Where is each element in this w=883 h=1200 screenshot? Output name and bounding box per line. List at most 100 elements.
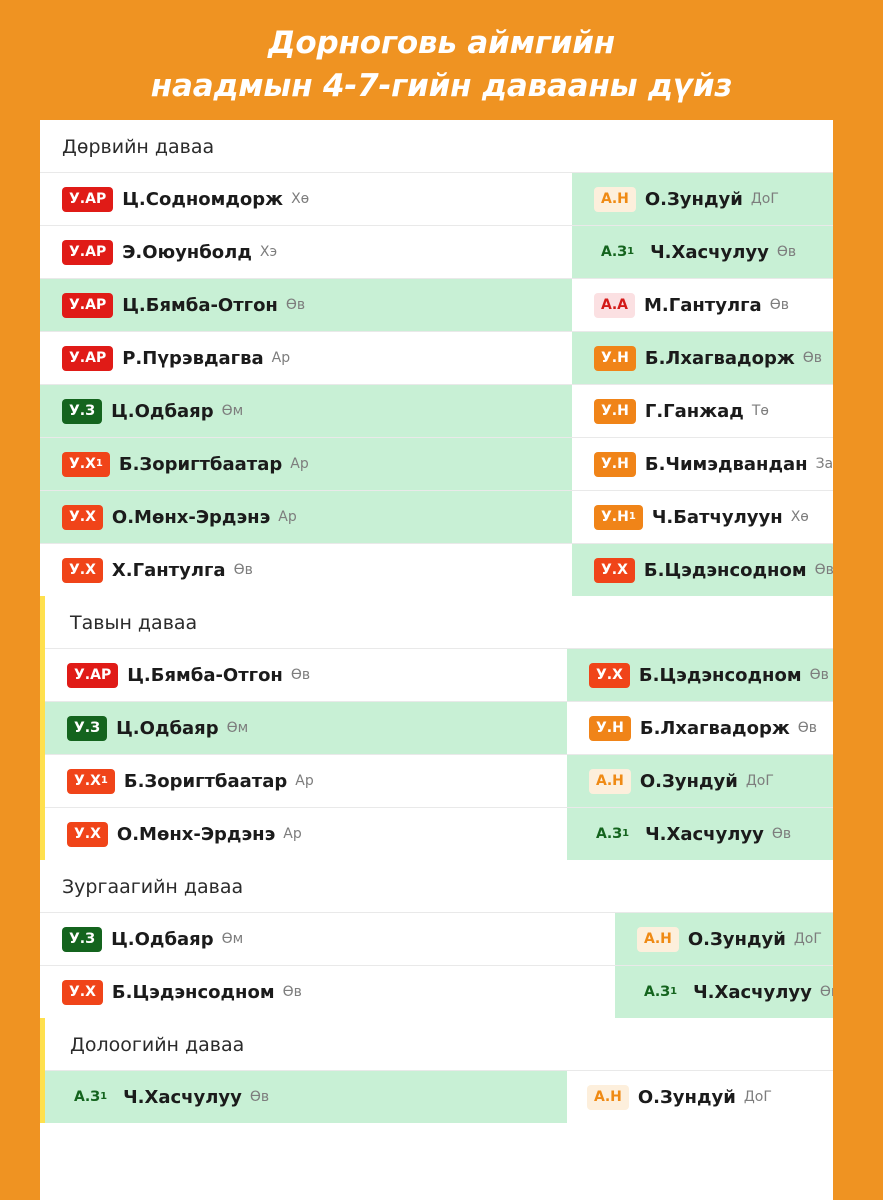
- wrestler-cell-left[interactable]: У.З Ц.Одбаяр Өм: [40, 385, 572, 437]
- wrestler-name: Б.Лхагвадорж: [639, 717, 790, 739]
- wrestler-cell-right[interactable]: А.Н О.Зундуй ДоГ: [567, 1071, 833, 1123]
- rank-badge: У.АР: [62, 345, 114, 371]
- wrestler-cell-left[interactable]: У.З Ц.Одбаяр Өм: [40, 702, 567, 754]
- rank-badge: У.Х: [589, 662, 630, 688]
- rank-badge: У.Х: [594, 557, 635, 583]
- rank-badge: У.Н: [594, 345, 636, 371]
- wrestler-cell-right[interactable]: А.Н О.Зундуй ДоГ: [572, 173, 833, 225]
- rank-badge: У.З: [67, 715, 108, 741]
- match-row: У.З Ц.Одбаяр Өм А.Н О.Зундуй ДоГ: [40, 912, 833, 965]
- wrestler-name: Г.Ганжад: [644, 400, 744, 422]
- rank-badge-superscript: 1: [628, 510, 636, 522]
- wrestler-name: Ц.Одбаяр: [111, 928, 214, 950]
- wrestler-cell-left[interactable]: У.АР Ц.Бямба-Отгон Өв: [40, 279, 572, 331]
- title-line-2: наадмын 4-7-гийн давааны дүйз: [150, 67, 733, 104]
- match-row: У.АР Ц.Содномдорж Хө А.Н О.Зундуй ДоГ: [40, 172, 833, 225]
- wrestler-cell-right[interactable]: У.Н Б.Лхагвадорж Өв: [572, 332, 833, 384]
- match-row: У.АР Ц.Бямба-Отгон Өв А.А М.Гантулга Өв: [40, 278, 833, 331]
- rank-badge: А.Н: [637, 926, 679, 952]
- wrestler-province: Хө: [790, 509, 809, 525]
- wrestler-cell-left[interactable]: У.АР Ц.Содномдорж Хө: [40, 173, 572, 225]
- match-row: У.АР Э.Оюунболд Хэ А.З 1 Ч.Хасчулуу Өв: [40, 225, 833, 278]
- match-row: У.АР Ц.Бямба-Отгон Өв У.Х Б.Цэдэнсодном Өв: [40, 648, 833, 701]
- wrestler-cell-right[interactable]: У.Н Б.Чимэдвандан За: [572, 438, 833, 490]
- wrestler-cell-right[interactable]: У.Н Г.Ганжад Тө: [572, 385, 833, 437]
- wrestler-cell-right[interactable]: У.Н Б.Лхагвадорж Өв: [567, 702, 833, 754]
- wrestler-province: Ар: [295, 773, 314, 789]
- wrestler-province: Ар: [283, 826, 302, 842]
- wrestler-cell-right[interactable]: А.Н О.Зундуй ДоГ: [615, 913, 833, 965]
- wrestler-cell-left[interactable]: У.Х О.Мөнх-Эрдэнэ Ар: [40, 491, 572, 543]
- wrestler-cell-right[interactable]: А.А М.Гантулга Өв: [572, 279, 833, 331]
- round-section-2: Тавын даваа У.АР Ц.Бямба-Отгон Өв У.Х Б.Цэдэн…: [40, 596, 833, 860]
- wrestler-cell-left[interactable]: У.АР Э.Оюунболд Хэ: [40, 226, 572, 278]
- rank-badge-superscript: 1: [95, 457, 103, 469]
- rank-badge: У.Н: [594, 451, 636, 477]
- wrestler-cell-left[interactable]: У.З Ц.Одбаяр Өм: [40, 913, 615, 965]
- wrestler-name: Б.Цэдэнсодном: [638, 664, 802, 686]
- wrestler-province: Өв: [233, 562, 253, 578]
- match-row: У.Х Б.Цэдэнсодном Өв А.З1 Ч.Хасчулуу Өв: [40, 965, 833, 1018]
- wrestler-name: О.Зундуй: [644, 188, 743, 210]
- rank-badge: У.Н: [589, 715, 631, 741]
- wrestler-cell-left[interactable]: У.Х Б.Цэдэнсодном Өв: [40, 966, 615, 1018]
- wrestler-name: О.Мөнх-Эрдэнэ: [116, 823, 276, 845]
- wrestler-province: Өв: [249, 1089, 270, 1105]
- wrestler-cell-right[interactable]: А.Н О.Зундуй ДоГ: [567, 755, 833, 807]
- rank-badge: У.АР: [62, 186, 114, 212]
- round-section-3: Зургаагийн даваа У.З Ц.Одбаяр Өм А.Н О.Зундуй…: [40, 860, 833, 1018]
- rank-badge: А.Н: [589, 768, 631, 794]
- wrestler-cell-left[interactable]: У.АР Р.Пүрэвдагва Ар: [40, 332, 572, 384]
- wrestler-cell-left[interactable]: У.Х Х.Гантулга Өв: [40, 544, 572, 596]
- wrestler-name: Б.Чимэдвандан: [644, 453, 808, 475]
- wrestler-province: ДоГ: [750, 191, 779, 207]
- wrestler-name: Б.Лхагвадорж: [644, 347, 795, 369]
- wrestler-province: Өв: [285, 297, 306, 313]
- wrestler-province: ДоГ: [745, 773, 774, 789]
- rank-badge-superscript: 1: [100, 1090, 108, 1102]
- rank-badge-superscript: 1: [100, 774, 108, 786]
- wrestler-name: Ц.Одбаяр: [116, 717, 219, 739]
- wrestler-cell-left[interactable]: У.АР Ц.Бямба-Отгон Өв: [40, 649, 567, 701]
- rank-badge-superscript: 1: [622, 827, 630, 839]
- match-row: У.Х О.Мөнх-Эрдэнэ Ар А.З 1 Ч.Хасчулуу Өв: [40, 807, 833, 860]
- rank-badge: У.Х 1: [62, 451, 110, 477]
- round-section-1: Дөрвийн даваа У.АР Ц.Содномдорж Хө А.Н О.Зунд…: [40, 120, 833, 596]
- wrestler-cell-right[interactable]: У.Х Б.Цэдэнсодном Өв: [572, 544, 833, 596]
- wrestler-province: Өв: [809, 667, 829, 683]
- match-row: У.Х Х.Гантулга Өв У.Х Б.Цэдэнсодном Өв: [40, 543, 833, 596]
- wrestler-cell-left[interactable]: У.Х О.Мөнх-Эрдэнэ Ар: [40, 808, 567, 860]
- rank-badge-superscript: 1: [670, 985, 678, 997]
- wrestler-province: Өв: [797, 720, 818, 736]
- rank-badge: А.З 1: [644, 983, 678, 1000]
- match-row: А.З 1 Ч.Хасчулуу Өв А.Н О.Зундуй ДоГ: [40, 1070, 833, 1123]
- wrestler-cell-right[interactable]: У.Х Б.Цэдэнсодном Өв: [567, 649, 833, 701]
- wrestler-cell-right[interactable]: А.З1 Ч.Хасчулуу Өв: [615, 966, 833, 1018]
- rank-badge: У.Х: [62, 557, 103, 583]
- wrestler-cell-left[interactable]: А.З 1 Ч.Хасчулуу Өв: [40, 1071, 567, 1123]
- round-heading: Тавын даваа: [40, 596, 833, 648]
- wrestler-cell-left[interactable]: У.Х 1 Б.Зоригтбаатар Ар: [40, 755, 567, 807]
- bracket-card: Дөрвийн даваа У.АР Ц.Содномдорж Хө А.Н О.Зунд…: [40, 120, 833, 1200]
- wrestler-name: Х.Гантулга: [111, 559, 226, 581]
- wrestler-province: Ар: [278, 509, 297, 525]
- rank-badge: У.Х: [67, 821, 108, 847]
- rank-badge: У.Н: [594, 398, 636, 424]
- wrestler-cell-right[interactable]: У.Н 1 Ч.Батчулуун Хө: [572, 491, 833, 543]
- wrestler-province: Тө: [751, 403, 769, 419]
- wrestler-province: ДоГ: [793, 931, 822, 947]
- rank-badge: У.З: [62, 398, 103, 424]
- wrestler-cell-left[interactable]: У.Х 1 Б.Зоригтбаатар Ар: [40, 438, 572, 490]
- wrestler-name: Ч.Хасчулуу: [650, 241, 769, 263]
- rank-badge: У.АР: [62, 239, 114, 265]
- wrestler-province: Өв: [771, 826, 792, 842]
- round-heading: Долоогийн даваа: [40, 1018, 833, 1070]
- round-section-4: Долоогийн даваа А.З 1 Ч.Хасчулуу Өв А.Н О.Зунд…: [40, 1018, 833, 1123]
- rank-badge: У.АР: [62, 292, 114, 318]
- rank-badge: А.А: [594, 292, 635, 318]
- wrestler-name: Р.Пүрэвдагва: [122, 347, 264, 369]
- wrestler-province: Өв: [282, 984, 302, 1000]
